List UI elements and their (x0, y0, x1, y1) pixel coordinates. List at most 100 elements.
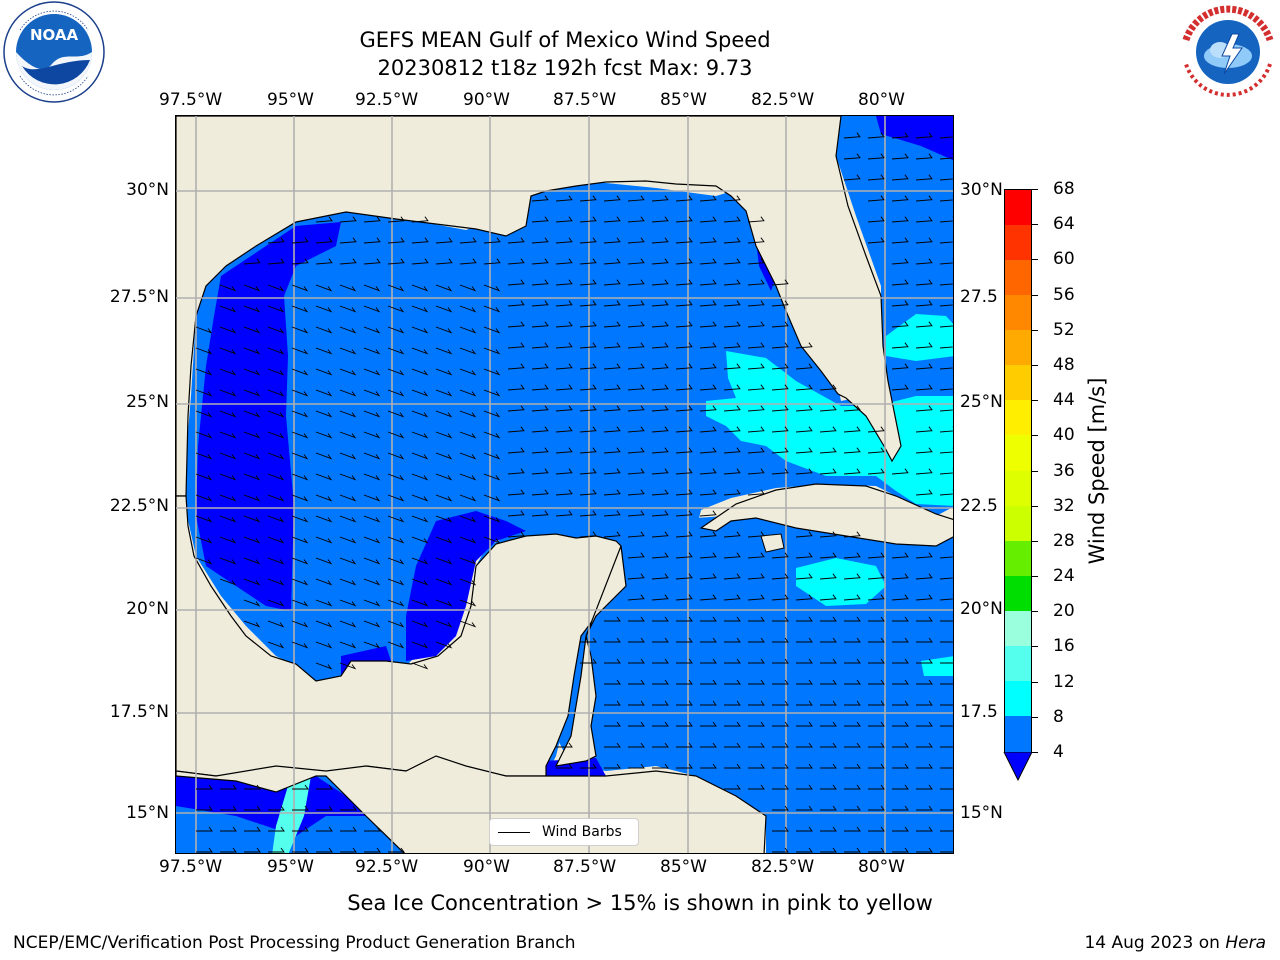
wind-barb (771, 426, 789, 433)
wind-barb (219, 389, 237, 397)
lon-label-top: 87.5°W (553, 90, 617, 110)
wind-barb (339, 641, 357, 649)
wind-barb (675, 300, 693, 307)
colorbar-tick (1032, 400, 1038, 402)
wind-barb (291, 326, 309, 334)
wind-barb (868, 679, 885, 685)
wind-barb (891, 363, 909, 370)
wind-barb (939, 573, 953, 580)
wind-barb (939, 195, 953, 202)
lon-label-bottom: 80°W (858, 857, 905, 877)
slow-wind-atlantic (876, 116, 953, 161)
legend: Wind Barbs (489, 818, 639, 846)
wind-barb (892, 742, 909, 748)
wind-barb (387, 347, 405, 355)
wind-barb (243, 620, 261, 628)
wind-barb (651, 237, 669, 244)
colorbar-tick-label: 44 (1053, 390, 1075, 411)
wind-barb (291, 368, 309, 376)
wind-barb (939, 552, 953, 559)
wind-barb (387, 284, 405, 292)
wind-barb (219, 347, 237, 355)
wind-barb (219, 536, 237, 544)
wind-barb (724, 721, 741, 727)
wind-barb (940, 680, 953, 685)
wind-barb (819, 426, 837, 433)
wind-barb (699, 531, 717, 538)
wind-barb (435, 620, 453, 628)
wind-barb (627, 531, 645, 538)
wind-barb (531, 300, 549, 307)
colorbar-segment (1005, 540, 1031, 577)
wind-barb (291, 305, 309, 313)
wind-barb (891, 132, 909, 139)
colorbar-tick-label: 36 (1053, 460, 1075, 481)
wind-barb (339, 326, 357, 334)
legend-swatch (498, 832, 530, 833)
wind-barb (531, 258, 549, 265)
wind-barb (844, 742, 861, 748)
wind-barb (435, 305, 453, 313)
fast-wind-straits (706, 351, 953, 506)
wind-barb (915, 279, 933, 286)
colorbar-segment (1005, 225, 1031, 261)
wind-barb (915, 321, 933, 328)
wind-barb (531, 384, 549, 391)
wind-barb (339, 536, 357, 544)
wind-barb (531, 216, 549, 223)
wind-barb (555, 300, 573, 307)
wind-barb (627, 468, 645, 475)
wind-barb (243, 326, 261, 334)
wind-barb (556, 763, 573, 769)
wind-barb (195, 473, 213, 481)
wind-barb (892, 721, 909, 727)
wind-barb (700, 763, 717, 769)
wind-barb (363, 305, 381, 313)
lon-label-bottom: 97.5°W (159, 857, 223, 877)
wind-barb (387, 494, 405, 502)
wind-barb (243, 347, 261, 355)
wind-barb (868, 784, 885, 790)
colorbar-tick-label: 48 (1053, 354, 1075, 375)
wind-barb (676, 616, 693, 622)
wind-barb (915, 489, 933, 496)
wind-barb (315, 536, 333, 544)
wind-barb (939, 489, 953, 496)
wind-barb (363, 515, 381, 523)
wind-barb (483, 431, 501, 439)
wind-barb (796, 742, 813, 748)
wind-barb (267, 641, 285, 649)
nws-logo (1176, 0, 1280, 104)
wind-barb (699, 363, 717, 370)
wind-barb (387, 326, 405, 334)
wind-barb (771, 363, 789, 370)
lat-label-left: 20°N (126, 599, 169, 619)
colorbar-segment (1005, 645, 1031, 682)
colorbar-segment (1005, 610, 1031, 647)
wind-barb (820, 721, 837, 727)
wind-barb (555, 195, 573, 202)
wind-barb (747, 258, 765, 265)
wind-barb (603, 405, 621, 412)
wind-barb (843, 447, 861, 454)
colorbar-tick-label: 20 (1053, 601, 1075, 622)
map-panel (175, 115, 954, 854)
wind-barb (940, 806, 953, 811)
wind-barb (315, 431, 333, 439)
wind-barb (772, 616, 789, 622)
wind-barb (724, 637, 741, 643)
wind-barb (796, 637, 813, 643)
wind-barb (603, 258, 621, 265)
colorbar-tick-label: 12 (1053, 671, 1075, 692)
wind-barb (411, 641, 429, 649)
wind-barb (867, 153, 885, 160)
wind-barb (315, 641, 333, 649)
wind-barb (939, 132, 953, 139)
wind-barb (868, 763, 885, 769)
wind-barb (795, 363, 813, 370)
colorbar-segment (1005, 295, 1031, 331)
wind-barb (555, 237, 573, 244)
wind-barb (675, 552, 693, 559)
wind-barb (243, 515, 261, 523)
wind-barb (700, 616, 717, 622)
